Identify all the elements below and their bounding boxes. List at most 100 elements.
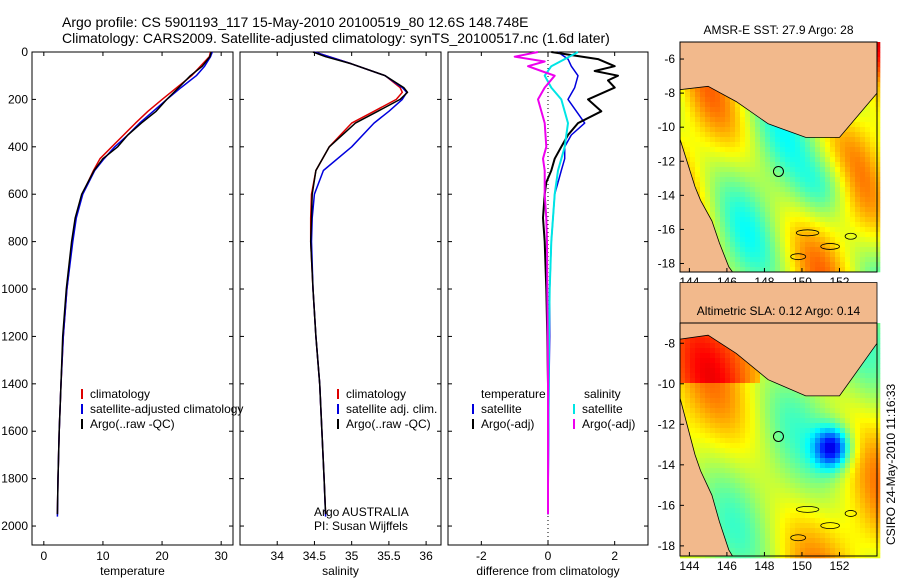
map-1-cell bbox=[735, 368, 741, 374]
map-1-cell bbox=[755, 373, 761, 379]
map-1-cell bbox=[830, 413, 836, 419]
map-1-cell bbox=[780, 433, 786, 439]
map-1-cell bbox=[790, 458, 796, 464]
map-1-cell bbox=[785, 548, 791, 554]
map-1-cell bbox=[875, 533, 881, 539]
map-0-cell bbox=[690, 132, 696, 138]
map-0-cell bbox=[705, 182, 711, 188]
map-0-cell bbox=[815, 147, 821, 153]
map-0-cell bbox=[810, 237, 816, 243]
map-0-cell bbox=[830, 202, 836, 208]
map-0-cell bbox=[700, 172, 706, 178]
map-1-cell bbox=[795, 528, 801, 534]
map-1-cell bbox=[845, 388, 851, 394]
map-0-cell bbox=[805, 232, 811, 238]
map-1-cell bbox=[855, 463, 861, 469]
map-0-cell bbox=[830, 242, 836, 248]
map-0-cell bbox=[735, 202, 741, 208]
map-0-cell bbox=[760, 247, 766, 253]
map-0-cell bbox=[780, 232, 786, 238]
map-0-cell bbox=[735, 207, 741, 213]
map-1-cell bbox=[835, 463, 841, 469]
map-1-cell bbox=[770, 538, 776, 544]
map-1-cell bbox=[795, 413, 801, 419]
map-0-cell bbox=[835, 262, 841, 268]
map-1-cell bbox=[715, 343, 721, 349]
map-1-cell bbox=[865, 523, 871, 529]
map-0-cell bbox=[850, 207, 856, 213]
map-0-cell bbox=[720, 142, 726, 148]
map-1-cell bbox=[735, 483, 741, 489]
map-1-cell bbox=[820, 428, 826, 434]
map-1-cell bbox=[875, 348, 881, 354]
map-1-cell bbox=[705, 433, 711, 439]
map-0-cell bbox=[870, 117, 876, 123]
map-0-cell bbox=[725, 152, 731, 158]
map-0-cell bbox=[850, 192, 856, 198]
map-1-cell bbox=[755, 523, 761, 529]
map-0-cell bbox=[740, 112, 746, 118]
map-1-cell bbox=[790, 538, 796, 544]
map-1-cell bbox=[730, 408, 736, 414]
map-0-cell bbox=[760, 157, 766, 163]
map-0-cell bbox=[690, 162, 696, 168]
map-1-cell bbox=[805, 398, 811, 404]
map-1-cell bbox=[725, 453, 731, 459]
map-1-cell bbox=[715, 388, 721, 394]
series-line-temperature-argo-adj- bbox=[542, 51, 619, 515]
map-1-cell bbox=[755, 443, 761, 449]
map-1-cell bbox=[725, 508, 731, 514]
map-0-cell bbox=[705, 177, 711, 183]
map-1-cell bbox=[790, 393, 796, 399]
map-1-cell bbox=[780, 493, 786, 499]
map-1-cell bbox=[690, 418, 696, 424]
map-0-cell bbox=[790, 167, 796, 173]
map-1-cell bbox=[840, 443, 846, 449]
map-1-cell bbox=[860, 528, 866, 534]
map-1-cell bbox=[865, 528, 871, 534]
map-0-cell bbox=[765, 167, 771, 173]
depth-tick-label: 1400 bbox=[1, 377, 28, 391]
map-1-cell bbox=[830, 543, 836, 549]
map-0-cell bbox=[710, 192, 716, 198]
map-1-cell bbox=[805, 538, 811, 544]
map-0-cell bbox=[705, 152, 711, 158]
map-1-cell bbox=[810, 478, 816, 484]
map-1-cell bbox=[750, 478, 756, 484]
map-0-cell bbox=[845, 202, 851, 208]
map-1-cell bbox=[830, 518, 836, 524]
map-1-cell bbox=[875, 508, 881, 514]
map-1-cell bbox=[770, 388, 776, 394]
map-0-cell bbox=[790, 217, 796, 223]
map-1-cell bbox=[790, 543, 796, 549]
map-1-cell bbox=[820, 518, 826, 524]
map-0-cell bbox=[875, 202, 881, 208]
map-0-cell bbox=[725, 192, 731, 198]
map-0-cell bbox=[775, 137, 781, 143]
map-1-cell bbox=[765, 468, 771, 474]
map-1-cell bbox=[705, 348, 711, 354]
map-0-cell bbox=[780, 177, 786, 183]
map-0-cell bbox=[735, 212, 741, 218]
map-0-cell bbox=[680, 112, 686, 118]
map-0-cell bbox=[835, 197, 841, 203]
map-0-cell bbox=[820, 252, 826, 258]
map-0-cell bbox=[770, 217, 776, 223]
map-1-cell bbox=[820, 443, 826, 449]
map-0-cell bbox=[775, 132, 781, 138]
map-0-cell bbox=[775, 202, 781, 208]
map-1-cell bbox=[705, 463, 711, 469]
map-1-cell bbox=[835, 428, 841, 434]
map-1-cell bbox=[875, 323, 881, 329]
map-0-cell bbox=[795, 237, 801, 243]
map-0-cell bbox=[870, 112, 876, 118]
map-0-cell bbox=[780, 207, 786, 213]
map-0-cell bbox=[730, 252, 736, 258]
map-1-cell bbox=[735, 498, 741, 504]
map-1-cell bbox=[715, 368, 721, 374]
map-1-cell bbox=[680, 378, 686, 384]
map-0-cell bbox=[690, 112, 696, 118]
map-0-cell bbox=[740, 262, 746, 268]
map-0-cell bbox=[805, 197, 811, 203]
map-0-cell bbox=[700, 197, 706, 203]
